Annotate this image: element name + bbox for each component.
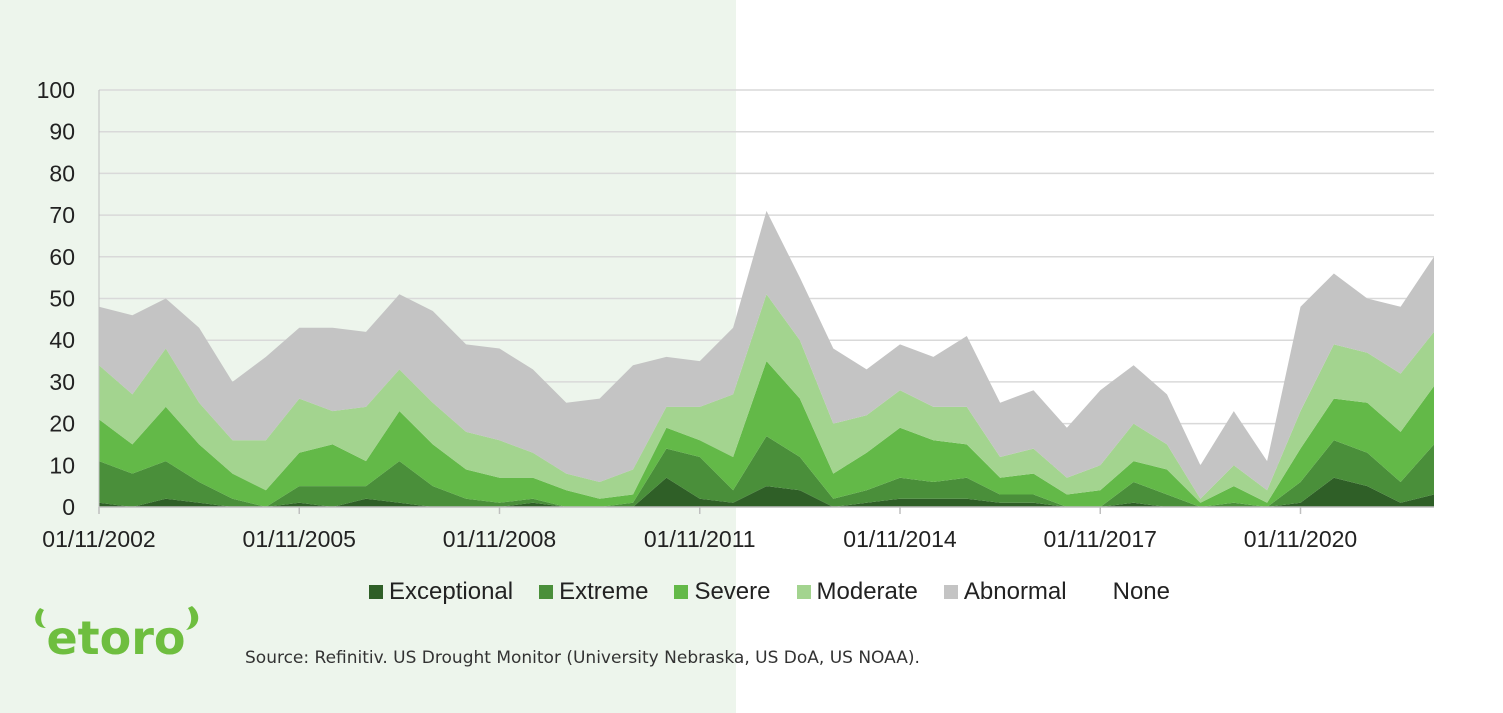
legend-item-abnormal: Abnormal (943, 578, 1067, 606)
axes (98, 90, 1434, 514)
y-tick-label-60: 60 (49, 244, 75, 270)
x-tick-label-0: 01/11/2002 (42, 526, 155, 552)
y-tick-label-90: 90 (49, 119, 75, 145)
legend-swatch-severe (674, 585, 689, 599)
legend-label-severe: Severe (694, 578, 771, 605)
legend-label-extreme: Extreme (559, 578, 649, 605)
etoro-logo: etoro (35, 606, 199, 660)
source-note: Source: Refinitiv. US Drought Monitor (U… (245, 648, 920, 668)
x-tick-label-5: 01/11/2017 (1044, 526, 1157, 552)
legend-item-none: None (1092, 578, 1170, 606)
area-extreme (99, 436, 1434, 507)
legend-swatch-abnormal (943, 585, 958, 599)
y-tick-labels: 0 10 20 30 40 50 60 70 80 90 100 (37, 77, 75, 520)
legend-label-moderate: Moderate (816, 578, 918, 605)
y-tick-label-70: 70 (49, 202, 75, 228)
x-tick-label-4: 01/11/2014 (843, 526, 957, 552)
area-exceptional (99, 477, 1434, 507)
x-tick-labels: 01/11/2002 01/11/2005 01/11/2008 01/11/2011… (42, 526, 1357, 552)
legend-item-exceptional: Exceptional (369, 578, 513, 606)
x-tick-label-1: 01/11/2005 (243, 526, 356, 552)
y-tick-label-0: 0 (62, 494, 75, 520)
legend-label-none: None (1112, 578, 1170, 605)
y-tick-label-100: 100 (37, 77, 75, 103)
x-tick-label-6: 01/11/2020 (1244, 526, 1357, 552)
legend-label-exceptional: Exceptional (389, 578, 514, 605)
legend-item-extreme: Extreme (539, 578, 648, 606)
y-tick-label-30: 30 (49, 369, 75, 395)
x-tick-label-2: 01/11/2008 (443, 526, 556, 552)
area-series-group (99, 210, 1434, 507)
legend-swatch-exceptional (369, 585, 384, 599)
y-tick-label-20: 20 (49, 411, 75, 437)
legend-swatch-none (1092, 585, 1107, 599)
area-severe (99, 361, 1434, 507)
y-tick-label-50: 50 (49, 286, 75, 312)
legend-swatch-moderate (796, 585, 811, 599)
legend-label-abnormal: Abnormal (963, 578, 1067, 605)
y-tick-label-10: 10 (49, 452, 75, 478)
logo-wordmark: etoro (46, 611, 185, 660)
y-tick-label-80: 80 (49, 160, 75, 186)
y-tick-label-40: 40 (49, 327, 75, 353)
area-abnormal (99, 210, 1434, 499)
legend: Exceptional Extreme Severe Moderate Abno… (0, 578, 1503, 606)
legend-item-moderate: Moderate (796, 578, 918, 606)
x-tick-label-3: 01/11/2011 (644, 526, 756, 552)
legend-item-severe: Severe (674, 578, 771, 606)
area-moderate (99, 294, 1434, 503)
legend-swatch-extreme (539, 585, 554, 599)
